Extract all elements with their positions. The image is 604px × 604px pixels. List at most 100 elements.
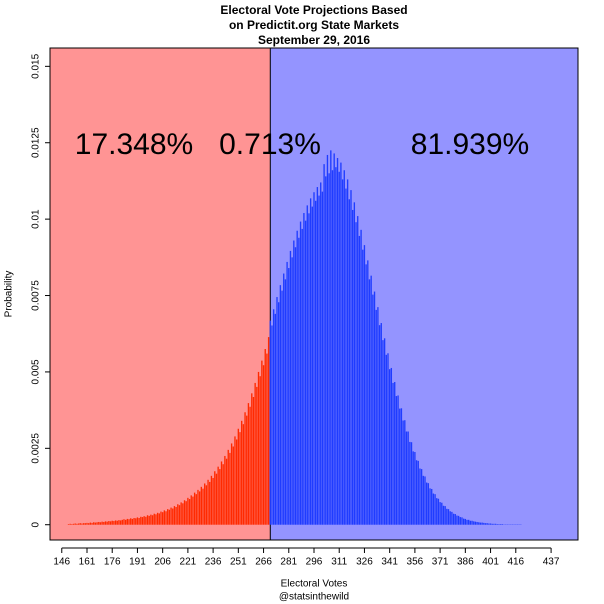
y-tick-label: 0.0075 — [31, 280, 42, 311]
bar — [424, 476, 426, 525]
bar — [124, 519, 127, 525]
bar — [156, 512, 159, 525]
bar — [190, 495, 192, 525]
bar — [357, 216, 359, 525]
bar — [330, 150, 332, 525]
bar — [447, 509, 450, 525]
bar — [246, 415, 248, 525]
bar — [298, 237, 300, 525]
bar — [82, 523, 85, 525]
bar — [262, 365, 265, 525]
bar — [77, 523, 80, 525]
x-tick-label: 236 — [205, 557, 222, 568]
bar — [333, 153, 335, 525]
bar — [474, 521, 477, 525]
bar — [328, 173, 330, 525]
bar — [130, 518, 132, 525]
y-axis-label: Probability — [4, 271, 15, 318]
bar — [84, 523, 86, 525]
y-tick-label: 0 — [31, 522, 42, 528]
bar — [113, 521, 115, 525]
bar — [88, 523, 90, 525]
bar — [493, 523, 495, 525]
bar — [346, 179, 349, 525]
bar — [72, 523, 75, 525]
bar — [405, 431, 408, 525]
bar — [358, 235, 361, 525]
bar — [219, 469, 221, 525]
bar — [254, 382, 256, 525]
bar — [172, 508, 174, 525]
bar — [299, 221, 302, 525]
bar — [165, 511, 167, 525]
bar — [419, 468, 421, 525]
bar — [158, 513, 160, 525]
bar — [76, 523, 78, 525]
bar — [232, 446, 234, 525]
bar — [478, 522, 480, 525]
bar — [230, 443, 233, 525]
x-tick-label: 191 — [129, 557, 146, 568]
bar — [252, 396, 255, 525]
bar — [274, 313, 276, 525]
bar — [89, 522, 92, 525]
bar — [461, 517, 463, 525]
caption: @statsinthewild — [279, 592, 349, 603]
bar — [390, 367, 393, 525]
bar — [163, 510, 166, 525]
bar — [167, 509, 169, 525]
bar — [225, 458, 228, 525]
bar — [499, 524, 502, 525]
bar — [441, 502, 443, 525]
bar — [476, 521, 478, 525]
bar — [436, 498, 438, 525]
bar — [79, 523, 81, 525]
x-tick-label: 401 — [482, 557, 499, 568]
bar — [131, 518, 134, 525]
bar — [205, 485, 208, 525]
bar — [409, 441, 411, 525]
bar — [150, 514, 152, 525]
bar — [437, 498, 440, 525]
x-tick-label: 437 — [543, 557, 560, 568]
bar — [210, 475, 213, 525]
x-axis-label: Electoral Votes — [281, 579, 348, 590]
bar — [382, 340, 384, 525]
bar — [415, 460, 418, 525]
chart-subtitle: September 29, 2016 — [258, 33, 370, 47]
bar — [431, 488, 433, 525]
bar — [489, 523, 492, 525]
bar — [494, 523, 497, 525]
bar — [367, 260, 369, 525]
bar — [318, 195, 320, 525]
bar — [141, 517, 144, 525]
bar — [375, 309, 377, 525]
bar — [449, 511, 451, 525]
bar — [140, 516, 142, 525]
bar — [427, 483, 430, 525]
x-tick-label: 341 — [381, 557, 398, 568]
bar — [256, 386, 258, 525]
bar — [343, 170, 345, 525]
bar — [462, 518, 465, 525]
bar — [126, 518, 129, 525]
bar — [222, 464, 224, 525]
bar — [204, 483, 206, 525]
bar — [483, 522, 485, 525]
bar — [202, 488, 204, 525]
bar — [234, 436, 236, 525]
bar — [86, 522, 88, 525]
bar — [91, 522, 93, 525]
bar — [138, 517, 140, 525]
bar — [501, 524, 504, 525]
bar — [133, 517, 135, 525]
bar — [284, 279, 287, 525]
bar — [468, 519, 470, 525]
bar — [315, 200, 317, 525]
bar — [429, 488, 431, 525]
bar — [193, 492, 196, 525]
bar — [402, 420, 404, 525]
bar — [185, 501, 187, 525]
bar — [335, 167, 337, 525]
bar — [195, 494, 197, 525]
